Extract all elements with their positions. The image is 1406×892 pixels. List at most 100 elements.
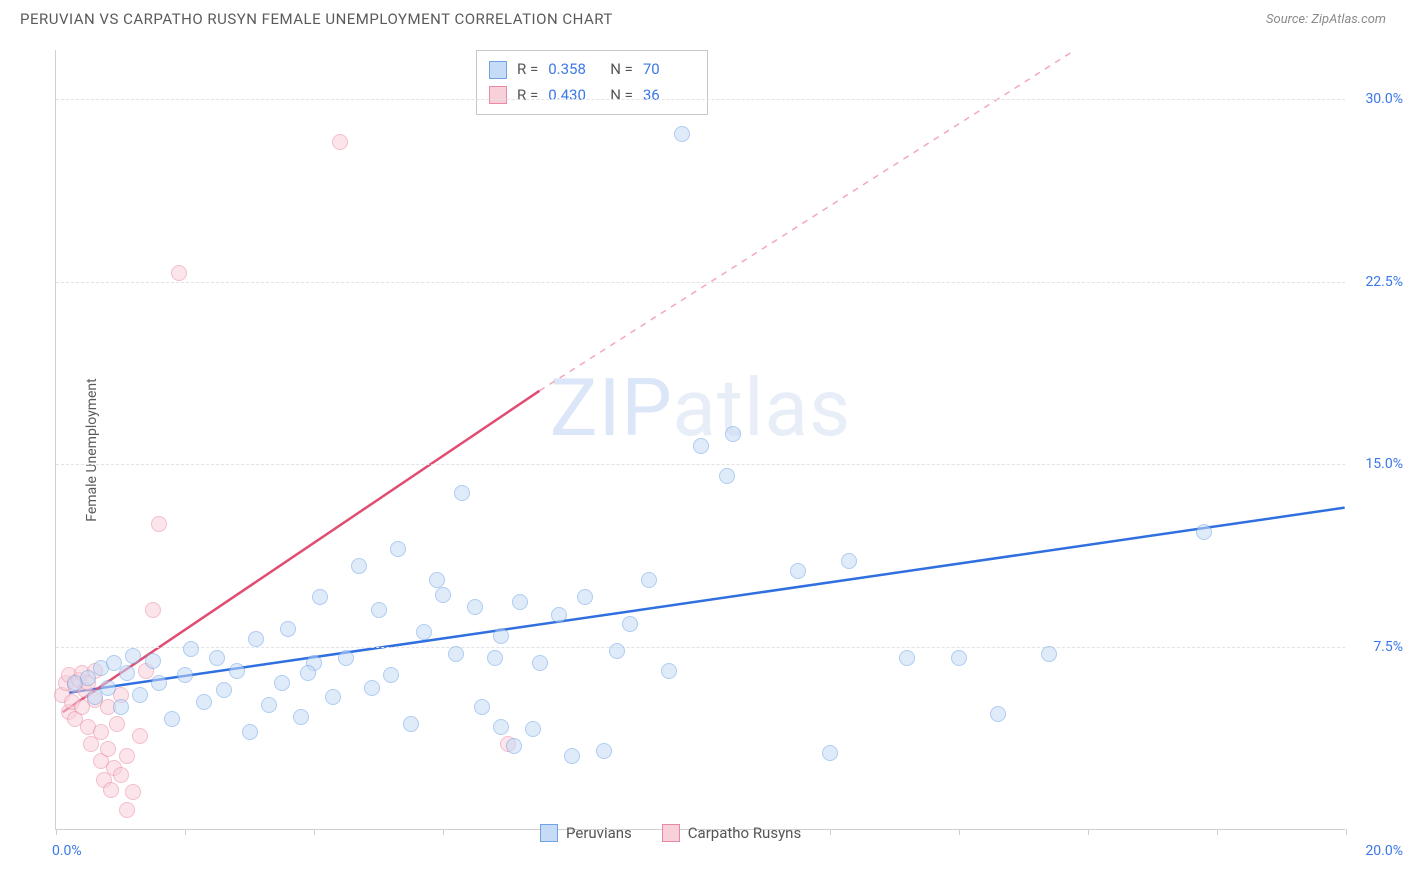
data-point <box>429 572 445 588</box>
data-point <box>577 589 593 605</box>
x-tick-last: 20.0% <box>1365 843 1403 859</box>
x-tick <box>959 829 960 835</box>
series-legend-label: Carpatho Rusyns <box>688 824 801 842</box>
x-tick <box>443 829 444 835</box>
y-tick-label: 22.5% <box>1365 274 1403 290</box>
y-tick-label: 7.5% <box>1373 639 1403 655</box>
source-label: Source: ZipAtlas.com <box>1266 12 1386 27</box>
correlation-legend-row: R = 0.430 N = 36 <box>489 83 695 109</box>
data-point <box>132 728 148 744</box>
watermark-left: ZIP <box>550 361 673 455</box>
data-point <box>693 438 709 454</box>
data-point <box>493 719 509 735</box>
data-point <box>351 558 367 574</box>
data-point <box>435 587 451 603</box>
data-point <box>151 675 167 691</box>
data-point <box>119 665 135 681</box>
n-label: N = <box>610 83 633 109</box>
plot-area: ZIPatlas R = 0.358 N = 70 R = 0.430 N = … <box>55 50 1345 830</box>
data-point <box>551 607 567 623</box>
data-point <box>596 743 612 759</box>
correlation-legend: R = 0.358 N = 70 R = 0.430 N = 36 <box>476 50 708 115</box>
chart-container: Female Unemployment ZIPatlas R = 0.358 N… <box>0 40 1406 860</box>
data-point <box>1196 524 1212 540</box>
data-point <box>274 675 290 691</box>
data-point <box>403 716 419 732</box>
data-point <box>1041 646 1057 662</box>
data-point <box>390 541 406 557</box>
data-point <box>564 748 580 764</box>
chart-header: PERUVIAN VS CARPATHO RUSYN FEMALE UNEMPL… <box>0 0 1406 36</box>
data-point <box>113 699 129 715</box>
x-tick <box>185 829 186 835</box>
data-point <box>493 628 509 644</box>
legend-swatch <box>489 61 507 79</box>
data-point <box>448 646 464 662</box>
x-tick <box>1088 829 1089 835</box>
data-point <box>151 516 167 532</box>
data-point <box>196 694 212 710</box>
data-point <box>261 697 277 713</box>
series-legend-label: Peruvians <box>566 824 632 842</box>
data-point <box>719 468 735 484</box>
data-point <box>242 724 258 740</box>
data-point <box>125 784 141 800</box>
data-point <box>332 134 348 150</box>
r-value: 0.358 <box>548 57 600 83</box>
x-tick <box>56 829 57 835</box>
data-point <box>325 689 341 705</box>
r-label: R = <box>517 57 538 83</box>
data-point <box>661 663 677 679</box>
y-tick-label: 15.0% <box>1365 456 1403 472</box>
data-point <box>383 667 399 683</box>
n-label: N = <box>610 57 633 83</box>
data-point <box>209 650 225 666</box>
gridline <box>56 647 1345 648</box>
data-point <box>171 265 187 281</box>
r-label: R = <box>517 83 538 109</box>
data-point <box>454 485 470 501</box>
data-point <box>841 553 857 569</box>
r-value: 0.430 <box>548 83 600 109</box>
data-point <box>725 426 741 442</box>
data-point <box>93 724 109 740</box>
n-value: 36 <box>643 83 695 109</box>
data-point <box>371 602 387 618</box>
x-tick <box>830 829 831 835</box>
data-point <box>145 653 161 669</box>
data-point <box>280 621 296 637</box>
data-point <box>899 650 915 666</box>
data-point <box>474 699 490 715</box>
data-point <box>506 738 522 754</box>
series-legend-item: Carpatho Rusyns <box>662 824 801 842</box>
x-tick-first: 0.0% <box>52 843 82 859</box>
gridline <box>56 99 1345 100</box>
correlation-legend-row: R = 0.358 N = 70 <box>489 57 695 83</box>
series-legend-item: Peruvians <box>540 824 632 842</box>
data-point <box>100 741 116 757</box>
data-point <box>790 563 806 579</box>
x-tick <box>1217 829 1218 835</box>
data-point <box>467 599 483 615</box>
data-point <box>338 650 354 666</box>
chart-title: PERUVIAN VS CARPATHO RUSYN FEMALE UNEMPL… <box>20 10 613 28</box>
data-point <box>183 641 199 657</box>
data-point <box>103 782 119 798</box>
data-point <box>300 665 316 681</box>
x-tick <box>314 829 315 835</box>
x-tick <box>1346 829 1347 835</box>
data-point <box>229 663 245 679</box>
data-point <box>132 687 148 703</box>
data-point <box>145 602 161 618</box>
data-point <box>177 667 193 683</box>
data-point <box>119 748 135 764</box>
gridline <box>56 282 1345 283</box>
data-point <box>674 126 690 142</box>
legend-swatch <box>540 824 558 842</box>
data-point <box>312 589 328 605</box>
data-point <box>622 616 638 632</box>
data-point <box>125 648 141 664</box>
data-point <box>216 682 232 698</box>
data-point <box>248 631 264 647</box>
data-point <box>164 711 180 727</box>
